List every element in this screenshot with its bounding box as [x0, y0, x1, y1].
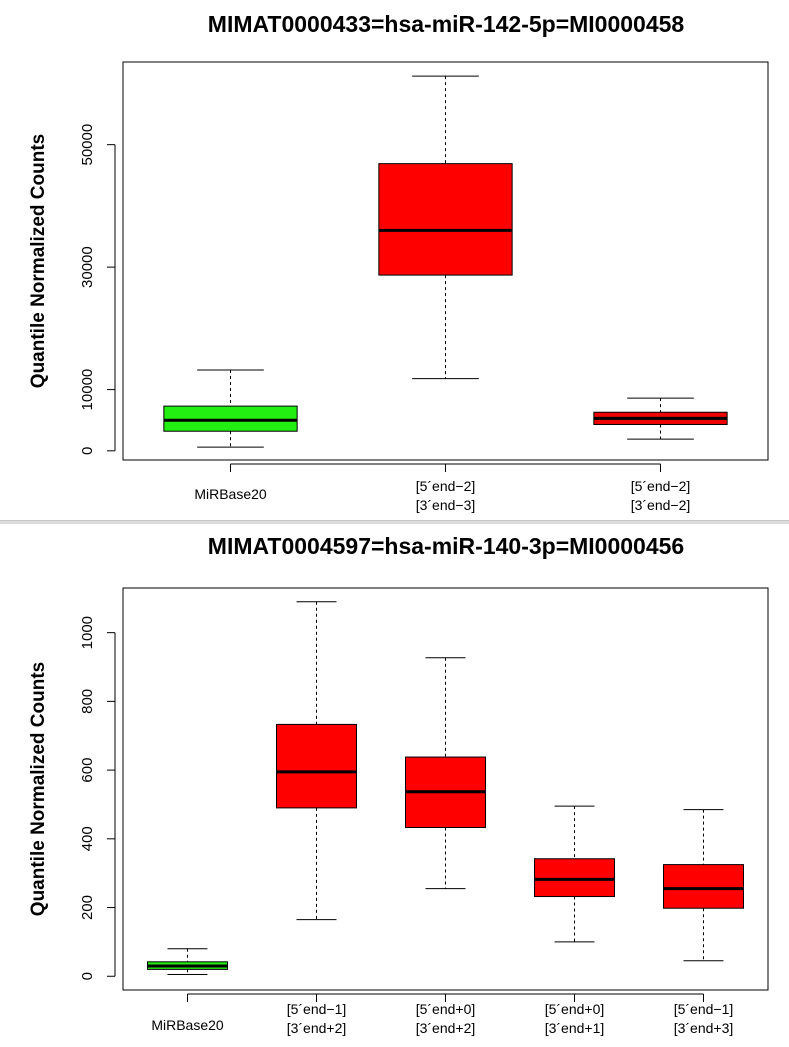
- x-category-label: [5´end−1]: [287, 1001, 347, 1017]
- x-category-label: [3´end−2]: [631, 497, 691, 513]
- x-category-label: [5´end−2]: [416, 478, 476, 494]
- box-iqr: [276, 723, 357, 809]
- x-category-label: [5´end+0]: [545, 1001, 605, 1017]
- x-category-label: MiRBase20: [194, 486, 267, 502]
- y-tick-label: 0: [79, 447, 96, 455]
- boxplot-chart-mir-140-3p: MIMAT0004597=hsa-miR-140-3p=MI0000456 Qua…: [28, 533, 769, 1036]
- panel-divider: [0, 520, 789, 524]
- plot-frame: [122, 61, 769, 461]
- x-category-label: [3´end+2]: [416, 1020, 476, 1036]
- boxplot-panel-mir-140-3p: MIMAT0004597=hsa-miR-140-3p=MI0000456 Qua…: [0, 524, 789, 1042]
- x-category-label: [5´end−2]: [631, 478, 691, 494]
- y-axis-label: Quantile Normalized Counts: [28, 134, 49, 388]
- x-category-label: [5´end+0]: [416, 1001, 476, 1017]
- y-tick-label: 400: [79, 826, 96, 851]
- chart-title: MIMAT0000433=hsa-miR-142-5p=MI0000458: [208, 11, 685, 37]
- y-tick-label: 600: [79, 758, 96, 783]
- y-tick-label: 0: [79, 972, 96, 980]
- chart-title: MIMAT0004597=hsa-miR-140-3p=MI0000456: [208, 533, 684, 559]
- y-tick-label: 1000: [79, 616, 96, 649]
- box-iqr: [378, 163, 513, 276]
- x-category-label: MiRBase20: [151, 1017, 224, 1033]
- box-iqr: [163, 405, 298, 432]
- y-tick-label: 800: [79, 689, 96, 714]
- y-tick-label: 30000: [79, 246, 96, 288]
- x-category-label: [3´end+2]: [287, 1020, 347, 1036]
- y-tick-label: 200: [79, 895, 96, 920]
- box-iqr: [663, 864, 744, 909]
- box-iqr: [534, 858, 615, 898]
- x-category-label: [3´end+1]: [545, 1020, 605, 1036]
- y-axis-label: Quantile Normalized Counts: [28, 662, 49, 916]
- y-tick-label: 50000: [79, 124, 96, 166]
- x-category-label: [3´end+3]: [674, 1020, 734, 1036]
- plot-frame: [122, 587, 769, 991]
- boxplot-panel-mir-142-5p: MIMAT0000433=hsa-miR-142-5p=MI0000458 Qua…: [0, 0, 789, 520]
- boxplot-chart-mir-142-5p: MIMAT0000433=hsa-miR-142-5p=MI0000458 Qua…: [28, 11, 769, 513]
- y-tick-label: 10000: [79, 369, 96, 411]
- x-category-label: [5´end−1]: [674, 1001, 734, 1017]
- x-category-label: [3´end−3]: [416, 497, 476, 513]
